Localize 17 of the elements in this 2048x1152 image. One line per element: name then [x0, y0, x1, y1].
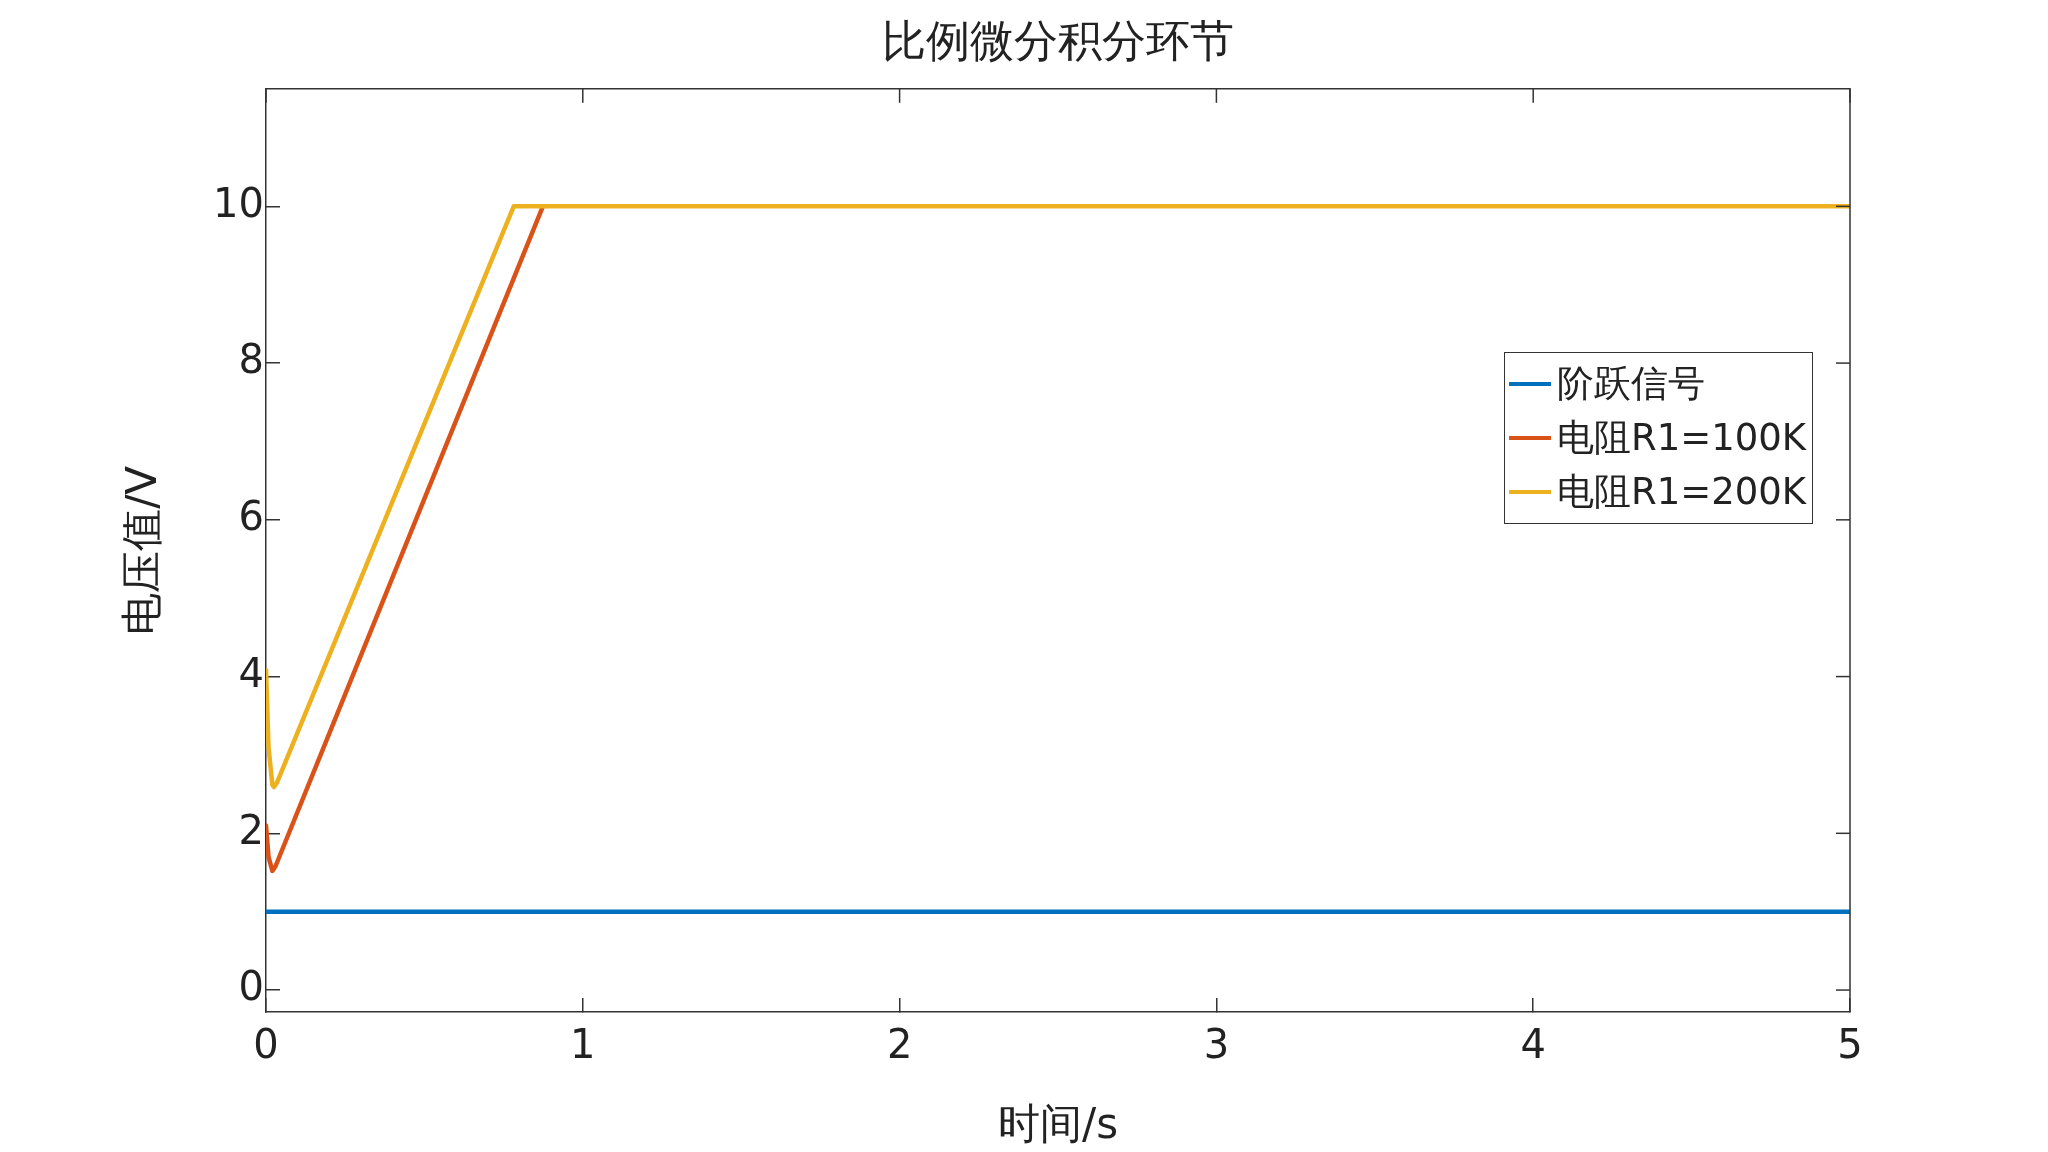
y-tick-label: 10	[213, 179, 264, 226]
x-axis-title: 时间/s	[997, 1098, 1119, 1148]
x-tick-label: 3	[1203, 1021, 1230, 1068]
legend-label: 电阻R1=200K	[1557, 468, 1807, 515]
y-tick-label: 4	[238, 649, 264, 696]
x-tick-label: 2	[886, 1021, 913, 1068]
x-tick-label: 1	[570, 1021, 596, 1068]
y-tick-label: 0	[238, 963, 264, 1010]
y-axis-title: 电压值/V	[117, 465, 167, 635]
legend-label: 电阻R1=100K	[1557, 414, 1807, 461]
x-tick-label: 5	[1837, 1021, 1863, 1068]
legend-label: 阶跃信号	[1557, 360, 1705, 407]
y-tick-label: 2	[238, 806, 264, 853]
x-tick-label: 4	[1520, 1021, 1546, 1068]
y-tick-label: 6	[238, 493, 264, 540]
y-tick-label: 8	[238, 336, 264, 383]
chart-title: 比例微分积分环节	[882, 14, 1234, 66]
